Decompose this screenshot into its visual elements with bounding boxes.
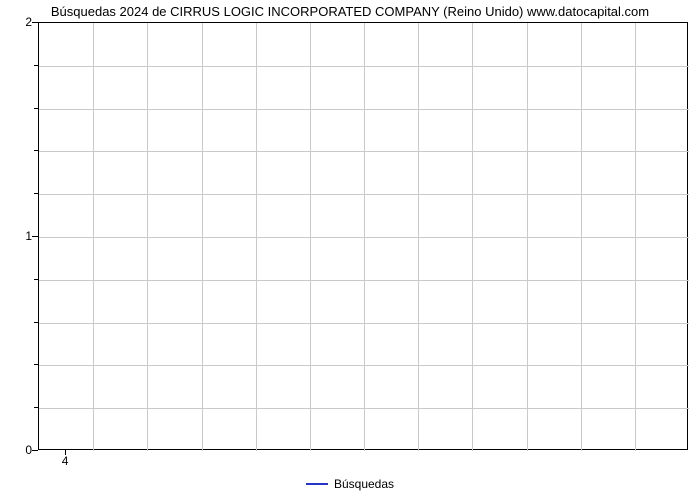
gridline-vertical — [93, 23, 94, 451]
y-minor-tick-mark — [34, 65, 38, 66]
legend-line — [306, 483, 328, 485]
y-minor-tick-mark — [34, 150, 38, 151]
gridline-vertical — [256, 23, 257, 451]
y-tick-mark — [32, 22, 38, 23]
y-tick-mark — [32, 236, 38, 237]
y-minor-tick-mark — [34, 279, 38, 280]
y-minor-tick-mark — [34, 407, 38, 408]
gridline-vertical — [527, 23, 528, 451]
gridline-vertical — [472, 23, 473, 451]
gridline-vertical — [310, 23, 311, 451]
gridline-vertical — [581, 23, 582, 451]
gridline-vertical — [364, 23, 365, 451]
legend-label: Búsquedas — [334, 477, 394, 491]
y-minor-tick-mark — [34, 364, 38, 365]
y-tick-label: 2 — [12, 15, 32, 29]
y-tick-label: 0 — [12, 443, 32, 457]
y-minor-tick-mark — [34, 193, 38, 194]
gridline-vertical — [418, 23, 419, 451]
gridline-vertical — [147, 23, 148, 451]
gridline-vertical — [202, 23, 203, 451]
legend: Búsquedas — [0, 476, 700, 491]
x-tick-label: 4 — [62, 454, 69, 468]
chart-container: Búsquedas 2024 de CIRRUS LOGIC INCORPORA… — [0, 0, 700, 500]
x-tick-mark — [65, 450, 66, 455]
plot-area — [38, 22, 688, 450]
y-tick-label: 1 — [12, 229, 32, 243]
y-minor-tick-mark — [34, 322, 38, 323]
gridline-vertical — [635, 23, 636, 451]
y-tick-mark — [32, 450, 38, 451]
y-minor-tick-mark — [34, 108, 38, 109]
chart-title: Búsquedas 2024 de CIRRUS LOGIC INCORPORA… — [0, 4, 700, 19]
